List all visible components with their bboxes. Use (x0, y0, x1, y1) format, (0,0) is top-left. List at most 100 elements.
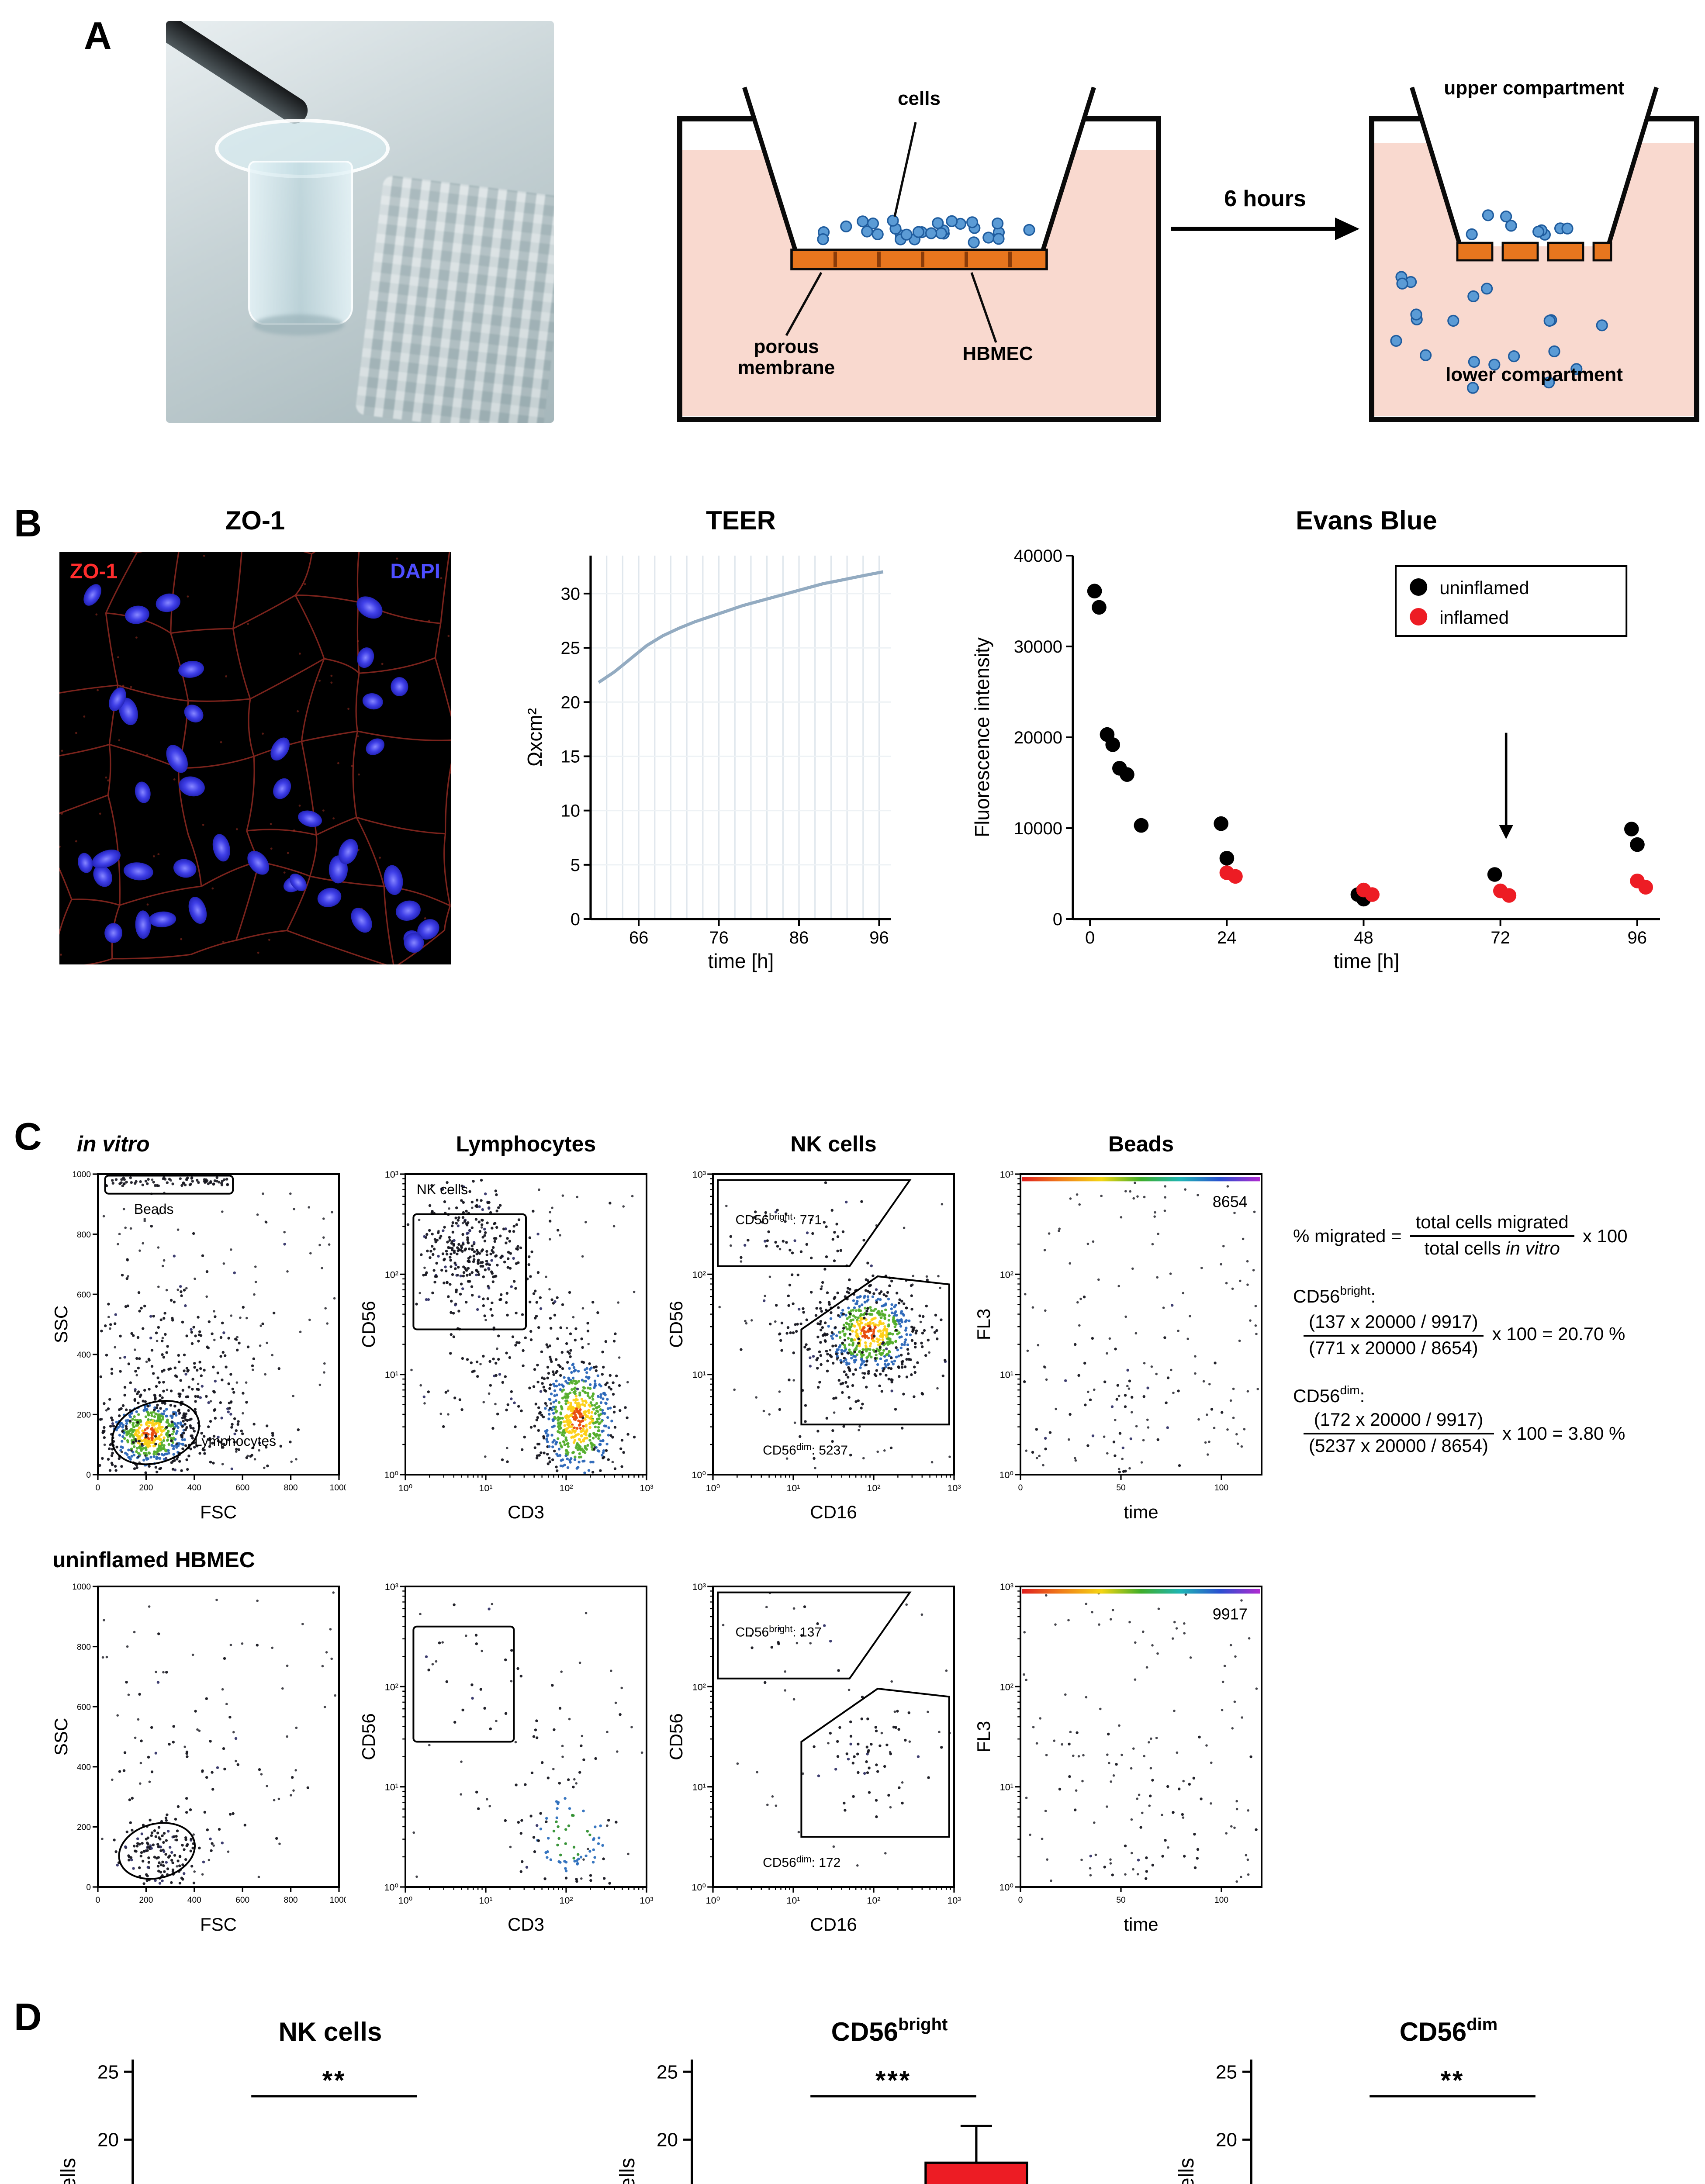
svg-text:10¹: 10¹ (385, 1369, 398, 1380)
svg-text:10¹: 10¹ (479, 1895, 492, 1906)
flow-plot-invitro-cd16-cd56: 10⁰ 10¹ 10² 10³ 10⁰ 10¹ 10² 10³ CD56bright: 771 C… (666, 1164, 961, 1527)
flow-plot-svg: 10⁰ 10¹ 10² 10³ 10⁰ 10¹ 10² 10³ CD56bright: 771 C… (666, 1169, 961, 1522)
svg-text:10³: 10³ (385, 1581, 398, 1592)
svg-text:72: 72 (1491, 928, 1510, 947)
porous-membrane-graphic (1456, 242, 1612, 262)
dim-rhs: x 100 = 3.80 % (1502, 1423, 1625, 1444)
svg-text:600: 600 (235, 1896, 249, 1905)
gate-ellipse (118, 1822, 196, 1880)
svg-text:10⁰: 10⁰ (398, 1895, 413, 1906)
migration-formulas: % migrated = total cells migrated total … (1293, 1213, 1705, 1457)
flow-dots (1023, 1592, 1258, 1883)
insert-wall-left (1410, 86, 1463, 249)
formula-denominator-italic: in vitro (1506, 1239, 1560, 1260)
svg-text:1000: 1000 (72, 1170, 91, 1179)
svg-text:20: 20 (561, 693, 581, 712)
svg-text:30000: 30000 (1014, 637, 1062, 657)
svg-text:0: 0 (571, 910, 580, 929)
svg-text:10¹: 10¹ (786, 1895, 800, 1906)
formula-numerator: total cells migrated (1415, 1213, 1569, 1234)
svg-text:400: 400 (77, 1351, 91, 1360)
flow-dots (1023, 1182, 1259, 1474)
cd56bright-chart-title: CD56bright (831, 2016, 948, 2048)
evans-blue-title: Evans Blue (1296, 507, 1437, 536)
svg-text:10⁰: 10⁰ (398, 1482, 413, 1493)
bright-fraction: (137 x 20000 / 9917) (771 x 20000 / 8654… (1304, 1311, 1484, 1358)
porous-membrane-line1: porous (754, 337, 819, 358)
right-arrow-icon (1171, 218, 1359, 240)
arrow-duration-label: 6 hours (1224, 185, 1306, 211)
well-plate (354, 174, 554, 423)
svg-text:10⁰: 10⁰ (692, 1469, 706, 1480)
svg-text:800: 800 (77, 1230, 91, 1240)
x-axis-label: time [h] (708, 950, 774, 972)
y-axis-label: FL3 (975, 1721, 994, 1752)
gate-label: CD56dim: 5237 (763, 1441, 848, 1458)
svg-text:0: 0 (1053, 910, 1062, 929)
beads-strip (1022, 1589, 1260, 1594)
zo1-image (59, 552, 451, 964)
gate-label: Beads (134, 1201, 174, 1217)
in-vitro-row-label: in vitro (77, 1132, 150, 1157)
beads-strip (1022, 1177, 1260, 1182)
y-axis-label: CD56 (360, 1713, 379, 1760)
assay-before-svg (677, 86, 1161, 422)
bar-chart-cd56bright: 0510152025uninflamedinflamed***% migrate… (612, 2044, 1118, 2184)
insert-wall-left (742, 86, 799, 256)
svg-text:0: 0 (1085, 928, 1095, 947)
svg-text:50: 50 (1116, 1896, 1125, 1905)
svg-text:10³: 10³ (947, 1895, 961, 1906)
y-axis-label: CD56 (667, 1713, 686, 1760)
svg-text:1000: 1000 (72, 1583, 91, 1592)
formula-bright: (137 x 20000 / 9917) (771 x 20000 / 8654… (1304, 1311, 1705, 1358)
flow-plot-invitro-beads: 0 50 100 10⁰ 10¹ 10² 10³ 8654 time FL3 (973, 1164, 1269, 1527)
svg-text:10³: 10³ (692, 1169, 706, 1180)
insert-shadow (253, 314, 344, 335)
svg-text:48: 48 (1354, 928, 1373, 947)
gate-label: NK cells (417, 1182, 468, 1197)
insert-flange (215, 119, 390, 178)
data-point-inflamed (1638, 880, 1653, 895)
svg-text:600: 600 (77, 1703, 91, 1712)
flow-plot-svg: 10⁰ 10¹ 10² 10³ 10⁰ 10¹ 10² 10³ CD3 CD56 (358, 1581, 654, 1935)
svg-text:20: 20 (657, 2129, 678, 2151)
significance-stars: ** (322, 2066, 346, 2095)
formula-percent-migrated: % migrated = total cells migrated total … (1293, 1213, 1705, 1260)
data-point-inflamed (1365, 887, 1380, 902)
x-axis-label: CD3 (508, 1914, 544, 1935)
dim-denominator: (5237 x 20000 / 8654) (1304, 1433, 1494, 1457)
svg-text:200: 200 (139, 1483, 153, 1493)
svg-text:10⁰: 10⁰ (706, 1482, 720, 1493)
porous-membrane-label: porous membrane (695, 337, 877, 379)
insert-interior (744, 87, 1094, 253)
bar-inflamed (924, 2161, 1028, 2184)
nk-cells-chart-title: NK cells (278, 2018, 382, 2048)
svg-text:10¹: 10¹ (1000, 1369, 1013, 1380)
bar-chart-cd56dim: 0510152025uninflamedinflamed**% migrated… (1171, 2044, 1677, 2184)
teer-chart: 0 5 10 15 20 25 30 66 76 86 96 time [h] Ωxcm² (517, 538, 902, 978)
svg-text:10²: 10² (867, 1482, 880, 1493)
formula-denominator: total cells in vitro (1410, 1235, 1574, 1260)
svg-text:100: 100 (1214, 1896, 1228, 1905)
teer-trace (598, 570, 884, 684)
flow-plot-svg: 0 200 400 600 800 1000 0 200 400 600 800 1000 FSC SSC (51, 1583, 348, 1935)
svg-text:10³: 10³ (640, 1482, 653, 1493)
svg-text:10²: 10² (559, 1482, 573, 1493)
y-axis-label: Ωxcm² (523, 708, 546, 767)
flow-dots (98, 1176, 336, 1474)
flow-plot-svg: 10⁰ 10¹ 10² 10³ 10⁰ 10¹ 10² 10³ CD56bright: 137 C… (666, 1581, 961, 1935)
legend-label: inflamed (1439, 607, 1509, 628)
y-axis-label: SSC (52, 1718, 71, 1755)
svg-text:10000: 10000 (1014, 819, 1062, 838)
dim-label-tail: : (1359, 1386, 1365, 1406)
line-chart-svg: 0 5 10 15 20 25 30 66 76 86 96 time [h] Ωxcm² (523, 556, 891, 972)
cd56dim-chart-title: CD56dim (1399, 2016, 1498, 2048)
gate-label: CD56bright: 771 (736, 1211, 822, 1227)
cells-leader-line (893, 122, 917, 217)
svg-text:100: 100 (1214, 1483, 1228, 1493)
flow-dots (718, 1181, 951, 1469)
x-axis-label: time [h] (1334, 950, 1400, 972)
flow-plot-svg: 0 50 100 10⁰ 10¹ 10² 10³ 8654 time FL3 (973, 1169, 1262, 1522)
flow-plot-invitro-fsc-ssc: 0 200 400 600 800 1000 0 200 400 600 800 1000 Beads L… (51, 1164, 348, 1527)
insert-wall-right (1605, 86, 1659, 249)
